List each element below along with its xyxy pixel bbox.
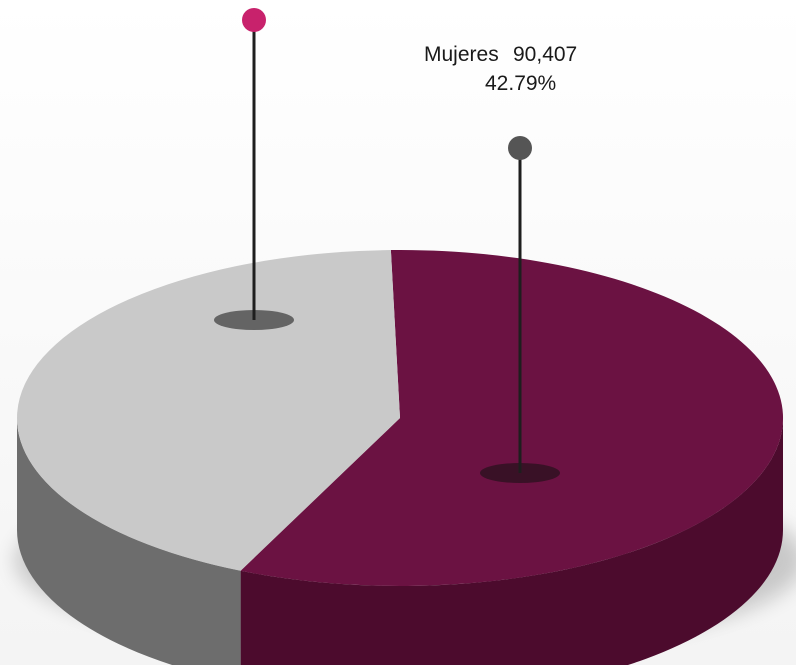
pin-head-unlabeled [242, 8, 266, 32]
pie-slice-mujeres [17, 250, 401, 571]
pins [214, 8, 560, 483]
pin-head-mujeres [508, 136, 532, 160]
labels: Mujeres 90,407 42.79% [424, 43, 577, 95]
slice-label-value-mujeres: 90,407 [513, 43, 577, 66]
pie-slice-unlabeled [240, 250, 784, 587]
pie-sides [17, 418, 783, 665]
pie-side-mujeres [17, 418, 241, 665]
slice-label-name-mujeres: Mujeres [424, 43, 499, 66]
pie-side-unlabeled [240, 418, 783, 665]
slice-label-percent-mujeres: 42.79% [485, 72, 556, 95]
pie-tops [17, 250, 784, 587]
